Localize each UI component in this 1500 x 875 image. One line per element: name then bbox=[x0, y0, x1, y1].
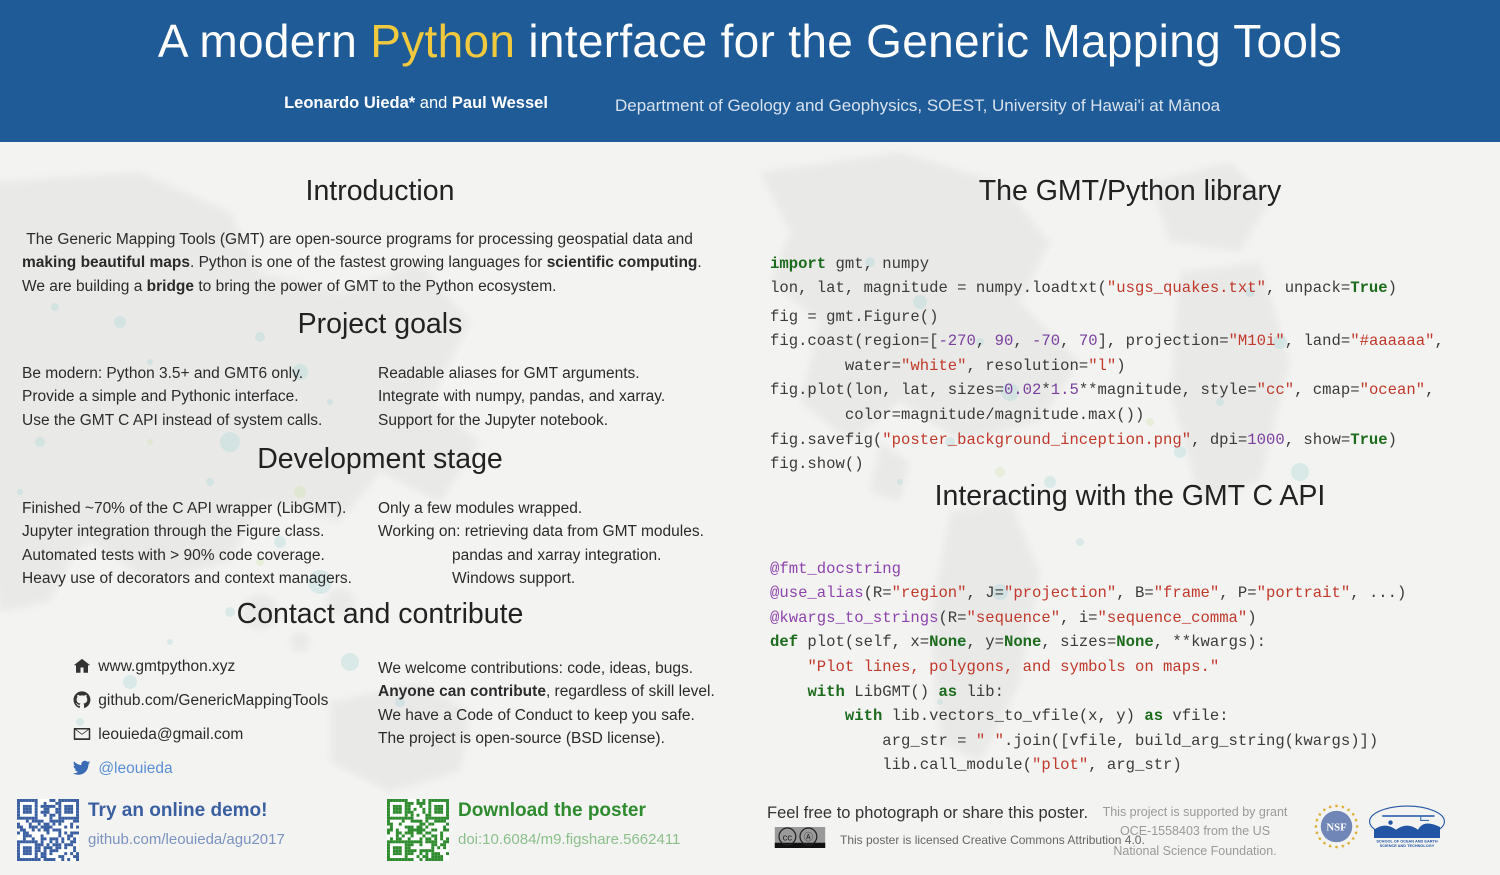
svg-text:SCIENCE AND TECHNOLOGY: SCIENCE AND TECHNOLOGY bbox=[1380, 844, 1435, 848]
svg-text:NSF: NSF bbox=[1326, 821, 1347, 833]
svg-text:cc: cc bbox=[783, 833, 793, 844]
svg-text:SCHOOL OF OCEAN AND EARTH: SCHOOL OF OCEAN AND EARTH bbox=[1376, 839, 1438, 843]
svg-text:Ⓐ: Ⓐ bbox=[804, 833, 814, 844]
